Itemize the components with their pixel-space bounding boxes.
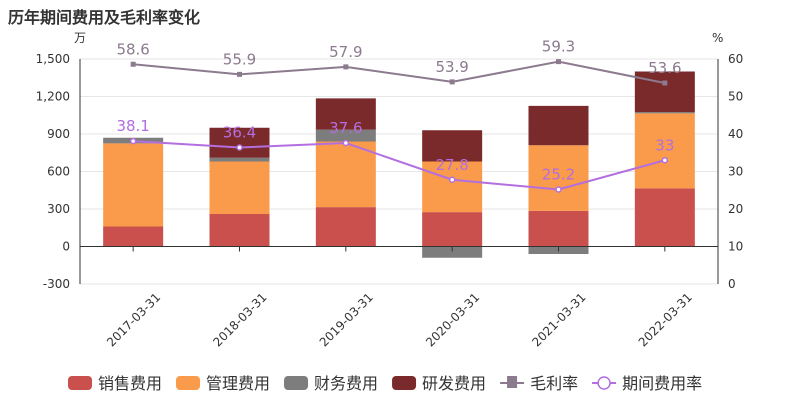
legend-swatch xyxy=(176,376,201,390)
series-line xyxy=(133,60,666,84)
data-label: 27.8 xyxy=(435,156,468,174)
legend-swatch xyxy=(392,376,417,390)
bar-segment xyxy=(315,129,376,142)
bar-segment xyxy=(634,113,695,189)
data-label: 37.6 xyxy=(329,119,362,137)
legend-swatch xyxy=(597,376,611,390)
legend-item: 财务费用 xyxy=(284,374,378,393)
y-left-tick-label: 0 xyxy=(62,240,70,254)
bar-segment xyxy=(209,127,270,158)
grid xyxy=(80,58,718,285)
series-point xyxy=(449,79,455,85)
legend-label: 管理费用 xyxy=(206,374,270,393)
y-left-tick-label: -300 xyxy=(43,277,70,291)
y-right-tick-label: 40 xyxy=(728,127,743,141)
bar-segment xyxy=(422,161,483,213)
y-left-tick-label: 600 xyxy=(47,165,70,179)
series-point xyxy=(661,157,669,164)
legend-item: 研发费用 xyxy=(392,374,486,393)
x-tick-label: 2018-03-31 xyxy=(210,290,269,349)
x-tick-label: 2021-03-31 xyxy=(529,290,588,349)
bar-segment xyxy=(634,71,695,113)
bar-segment xyxy=(422,212,483,247)
series-point xyxy=(556,59,561,65)
chart-title: 历年期间费用及毛利率变化 xyxy=(8,8,201,27)
data-label: 57.9 xyxy=(329,43,362,61)
bar-segment xyxy=(209,157,270,162)
data-label: 25.2 xyxy=(542,166,575,184)
bar-segment xyxy=(209,214,270,247)
data-label: 36.4 xyxy=(223,124,256,142)
series-point xyxy=(343,64,349,70)
data-label: 53.9 xyxy=(435,58,468,76)
y-right-unit: % xyxy=(712,31,723,45)
series-point xyxy=(555,186,562,193)
x-tick-label: 2022-03-31 xyxy=(636,290,695,349)
bar-segment xyxy=(103,226,164,247)
legend-label: 财务费用 xyxy=(314,374,378,393)
y-left-unit: 万 xyxy=(74,31,86,45)
y-left-tick-label: 300 xyxy=(47,202,70,216)
legend-swatch xyxy=(507,376,518,388)
bar-segment xyxy=(422,246,483,258)
legend-swatch xyxy=(284,376,309,390)
series-line xyxy=(133,140,666,191)
legend-item: 期间费用率 xyxy=(592,374,702,393)
y-right-tick-label: 60 xyxy=(728,52,743,66)
series-point xyxy=(662,80,668,86)
data-label: 33 xyxy=(655,136,674,154)
legend-label: 研发费用 xyxy=(422,374,486,393)
y-left-tick-label: 1,500 xyxy=(36,52,70,66)
legend-item: 销售费用 xyxy=(68,374,162,393)
y-left-tick-label: 1,200 xyxy=(36,90,70,104)
series-point xyxy=(236,144,243,151)
bar-segment xyxy=(209,161,270,214)
series-point xyxy=(129,137,137,145)
data-label: 53.6 xyxy=(648,59,681,77)
legend: 销售费用 管理费用 财务费用 研发费用 毛利率 期间费用率 xyxy=(68,374,702,393)
y-right-tick-label: 30 xyxy=(728,165,743,179)
series-point xyxy=(130,61,136,67)
legend-label: 销售费用 xyxy=(98,374,162,393)
y-right-tick-label: 10 xyxy=(728,240,743,254)
series-point xyxy=(342,139,350,147)
series-point xyxy=(237,71,242,77)
bar-layer xyxy=(103,71,695,258)
data-label: 58.6 xyxy=(116,40,149,58)
data-label: 38.1 xyxy=(116,117,149,135)
x-tick-label: 2017-03-31 xyxy=(104,290,163,349)
series-point xyxy=(448,176,456,183)
bar-segment xyxy=(528,145,589,211)
legend-label: 期间费用率 xyxy=(622,374,702,393)
line-layer: 58.6 55.9 57.9 53.9 59.3 53.6 38.1 36.4 37.6 27.8… xyxy=(116,38,682,193)
x-tick-label: 2020-03-31 xyxy=(423,290,482,349)
y-right-tick-label: 50 xyxy=(728,90,743,104)
bar-segment xyxy=(634,188,695,247)
bar-segment xyxy=(315,141,376,208)
bar-segment xyxy=(315,207,376,247)
legend-swatch xyxy=(68,376,92,390)
bar-segment xyxy=(528,210,589,247)
y-left-tick-label: 900 xyxy=(47,127,70,141)
legend-label: 毛利率 xyxy=(530,374,578,393)
bar-segment xyxy=(103,143,164,227)
legend-item: 毛利率 xyxy=(500,374,578,393)
bar-segment xyxy=(422,130,483,162)
legend-item: 管理费用 xyxy=(176,374,270,393)
x-tick-label: 2019-03-31 xyxy=(317,290,376,349)
bar-segment xyxy=(315,98,376,130)
bar-segment xyxy=(528,105,589,146)
y-right-tick-label: 0 xyxy=(728,277,736,291)
data-label: 55.9 xyxy=(223,50,256,68)
bar-segment xyxy=(634,112,695,114)
data-label: 59.3 xyxy=(542,38,575,56)
y-right-tick-label: 20 xyxy=(728,202,743,216)
